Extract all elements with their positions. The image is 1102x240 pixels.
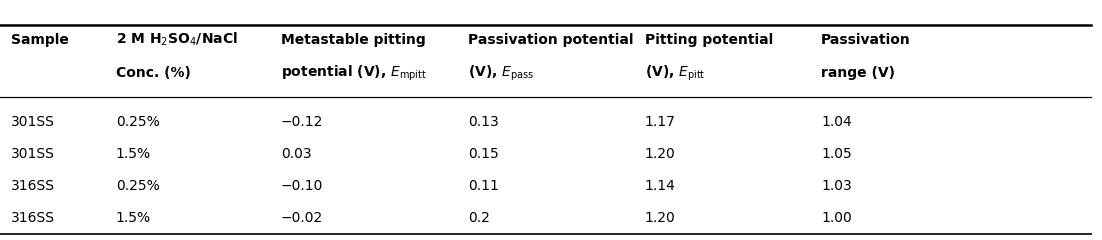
Text: 1.00: 1.00 [821, 211, 852, 225]
Text: −0.10: −0.10 [281, 179, 323, 193]
Text: 1.20: 1.20 [645, 147, 676, 161]
Text: 0.15: 0.15 [468, 147, 499, 161]
Text: 0.25%: 0.25% [116, 115, 160, 129]
Text: 0.03: 0.03 [281, 147, 312, 161]
Text: 1.05: 1.05 [821, 147, 852, 161]
Text: 1.5%: 1.5% [116, 147, 151, 161]
Text: −0.12: −0.12 [281, 115, 323, 129]
Text: 0.25%: 0.25% [116, 179, 160, 193]
Text: potential (V), $\mathit{E}_{\mathrm{mpitt}}$: potential (V), $\mathit{E}_{\mathrm{mpit… [281, 64, 426, 83]
Text: 1.03: 1.03 [821, 179, 852, 193]
Text: Pitting potential: Pitting potential [645, 33, 773, 47]
Text: Sample: Sample [11, 33, 69, 47]
Text: 301SS: 301SS [11, 147, 55, 161]
Text: −0.02: −0.02 [281, 211, 323, 225]
Text: Passivation: Passivation [821, 33, 910, 47]
Text: 316SS: 316SS [11, 179, 55, 193]
Text: Metastable pitting: Metastable pitting [281, 33, 425, 47]
Text: (V), $\mathit{E}_{\mathrm{pitt}}$: (V), $\mathit{E}_{\mathrm{pitt}}$ [645, 64, 705, 83]
Text: 1.5%: 1.5% [116, 211, 151, 225]
Text: 0.2: 0.2 [468, 211, 490, 225]
Text: 1.17: 1.17 [645, 115, 676, 129]
Text: Conc. (%): Conc. (%) [116, 66, 191, 80]
Text: 1.20: 1.20 [645, 211, 676, 225]
Text: range (V): range (V) [821, 66, 895, 80]
Text: 1.14: 1.14 [645, 179, 676, 193]
Text: 316SS: 316SS [11, 211, 55, 225]
Text: 2 M H$_2$SO$_4$/NaCl: 2 M H$_2$SO$_4$/NaCl [116, 31, 237, 48]
Text: (V), $\mathit{E}_{\mathrm{pass}}$: (V), $\mathit{E}_{\mathrm{pass}}$ [468, 64, 534, 83]
Text: Passivation potential: Passivation potential [468, 33, 634, 47]
Text: 301SS: 301SS [11, 115, 55, 129]
Text: 0.11: 0.11 [468, 179, 499, 193]
Text: 1.04: 1.04 [821, 115, 852, 129]
Text: 0.13: 0.13 [468, 115, 499, 129]
